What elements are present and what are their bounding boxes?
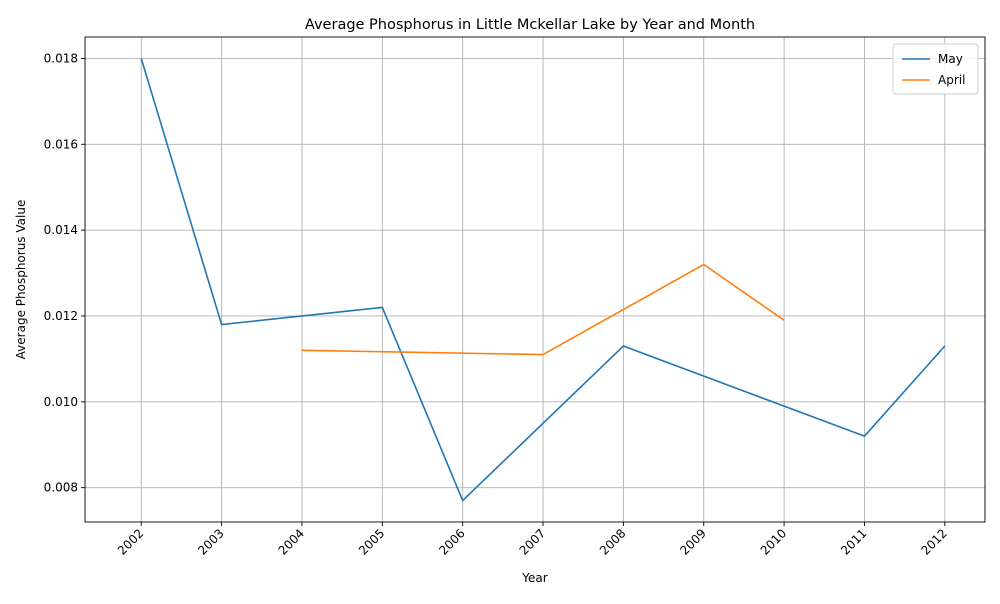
y-tick-label: 0.018 bbox=[44, 51, 78, 65]
plot-area-frame bbox=[84, 36, 986, 523]
chart-title: Average Phosphorus in Little Mckellar La… bbox=[305, 17, 755, 33]
y-tick-label: 0.008 bbox=[44, 481, 78, 495]
series-lines bbox=[140, 58, 946, 502]
legend: May April bbox=[892, 43, 979, 95]
series-line-may bbox=[140, 58, 946, 502]
grid bbox=[85, 37, 985, 522]
y-axis-ticks: 0.008 0.010 0.012 0.014 0.016 0.018 bbox=[44, 51, 85, 495]
legend-label-may: May bbox=[938, 52, 963, 66]
y-tick-label: 0.012 bbox=[44, 309, 78, 323]
y-axis-label: Average Phosphorus Value bbox=[14, 200, 28, 360]
legend-label-april: April bbox=[938, 73, 965, 87]
x-axis-label: Year bbox=[521, 571, 547, 585]
legend-box bbox=[892, 43, 979, 95]
y-tick-label: 0.016 bbox=[44, 137, 78, 151]
y-tick-label: 0.014 bbox=[44, 223, 78, 237]
y-tick-label: 0.010 bbox=[44, 395, 78, 409]
series-line-april bbox=[301, 263, 785, 356]
